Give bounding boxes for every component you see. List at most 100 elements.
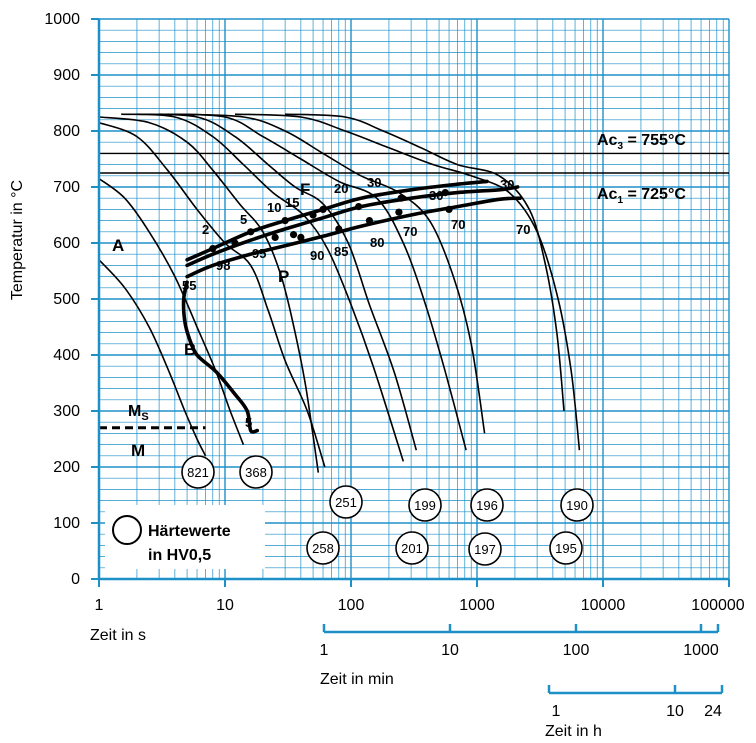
y-tick-label: 1000	[44, 11, 80, 28]
reference-lines	[99, 152, 729, 430]
cooling-curve	[159, 113, 467, 451]
transformation-dot	[271, 233, 279, 241]
pct-label: 5	[240, 212, 247, 227]
axes	[91, 18, 730, 587]
y-tick-label: 100	[53, 515, 80, 532]
hardness-badge: 258	[306, 531, 340, 565]
hardness-badge: 251	[329, 485, 363, 519]
hardness-badge: 190	[560, 488, 594, 522]
pct-label: 30	[500, 177, 514, 192]
cooling-curve	[99, 177, 245, 445]
y-tick-label: 300	[53, 403, 80, 420]
legend-title-line1: Härtewerte	[148, 523, 231, 540]
transformation-dot	[335, 225, 343, 233]
pct-label: 55	[182, 278, 196, 293]
transformation-dot	[289, 231, 298, 239]
region-label-m: M	[131, 441, 145, 460]
cooling-curve	[234, 113, 581, 451]
cooling-curves	[99, 113, 581, 473]
y-axis-ticks: 0 100 200 300 400 500 600 700 800 900 10…	[44, 11, 80, 588]
x-tick-label: 10000	[581, 597, 626, 614]
hardness-badge: 368	[239, 455, 273, 489]
region-label-a: A	[112, 236, 124, 255]
hours-tick-label: 10	[666, 703, 684, 720]
ac3-label: Ac3 = 755°C	[597, 132, 686, 152]
pct-label: 20	[334, 181, 348, 196]
region-label-f: F	[300, 180, 310, 199]
transformation-dot	[231, 239, 239, 247]
pct-label: 70	[451, 217, 465, 232]
legend-circle-icon	[112, 515, 142, 545]
hardness-value: 368	[245, 465, 267, 480]
y-tick-label: 900	[53, 67, 80, 84]
hardness-badge: 199	[408, 488, 442, 522]
transformation-line	[185, 185, 520, 268]
hardness-circles: 821 368 251 258 199 201 196 197 190 195	[181, 455, 594, 566]
pct-label: 15	[285, 195, 299, 210]
legend-title-line2: in HV0,5	[148, 547, 211, 564]
pct-label: 70	[403, 224, 417, 239]
y-axis-label: Temperatur in °C	[9, 180, 26, 300]
pct-label: 90	[310, 248, 324, 263]
transformation-dot	[365, 217, 374, 225]
cooling-curve	[99, 121, 326, 468]
region-label-b: B	[184, 340, 196, 359]
y-tick-label: 500	[53, 291, 80, 308]
minutes-tick-label: 10	[441, 642, 459, 659]
ac1-label: Ac1 = 725°C	[597, 186, 686, 206]
pct-label: 98	[216, 258, 230, 273]
hardness-value: 821	[187, 465, 209, 480]
hardness-value: 251	[335, 495, 357, 510]
x-tick-label: 1	[95, 597, 104, 614]
hardness-badge: 196	[470, 488, 504, 522]
cooling-curve	[99, 259, 207, 457]
y-tick-label: 700	[53, 179, 80, 196]
hardness-value: 197	[474, 542, 496, 557]
transformation-dot	[441, 189, 449, 197]
y-tick-label: 600	[53, 235, 80, 252]
transformation-dot	[297, 233, 305, 241]
pct-label: 85	[334, 244, 348, 259]
pct-label: 30	[367, 175, 381, 190]
x-axis-ticks: 1 10 100 1000 10000 100000	[95, 597, 745, 614]
transformation-dot	[247, 228, 255, 236]
hardness-value: 190	[566, 498, 588, 513]
pct-label: 10	[267, 200, 281, 215]
pct-label: 5	[245, 415, 252, 430]
pct-label: 80	[370, 235, 384, 250]
transformation-dot	[319, 205, 327, 213]
hardness-value: 258	[312, 541, 334, 556]
transformation-dot	[209, 245, 217, 253]
transformation-dot	[355, 203, 363, 211]
transformation-dot	[397, 194, 405, 202]
x-axis-label: Zeit in s	[90, 627, 146, 644]
hours-axis-label: Zeit in h	[545, 723, 602, 738]
hardness-value: 199	[414, 498, 436, 513]
y-tick-label: 800	[53, 123, 80, 140]
minutes-tick-label: 1	[320, 642, 329, 659]
ms-label: MS	[128, 403, 149, 423]
y-tick-label: 200	[53, 459, 80, 476]
cooling-curve	[136, 113, 418, 451]
region-label-p: P	[278, 267, 289, 286]
x-tick-label: 100000	[691, 597, 744, 614]
pct-label: 95	[252, 246, 266, 261]
hours-tick-label: 24	[704, 703, 722, 720]
transformation-dot	[281, 217, 289, 225]
hardness-value: 201	[401, 541, 423, 556]
cooling-curve	[285, 113, 565, 412]
y-tick-label: 0	[71, 571, 80, 588]
y-tick-label: 400	[53, 347, 80, 364]
transformation-dot	[309, 211, 317, 219]
percentage-labels: 2 5 10 15 20 30 30 30 98 95 90 85 80 70 …	[182, 175, 530, 430]
pct-label: 2	[202, 222, 209, 237]
minutes-axis	[322, 624, 720, 634]
hardness-badge: 197	[468, 532, 502, 566]
x-tick-label: 100	[338, 597, 365, 614]
hardness-badge: 821	[181, 455, 215, 489]
hardness-value: 195	[555, 541, 577, 556]
cooling-curve	[121, 113, 405, 462]
legend: Härtewerte in HV0,5	[105, 505, 265, 569]
